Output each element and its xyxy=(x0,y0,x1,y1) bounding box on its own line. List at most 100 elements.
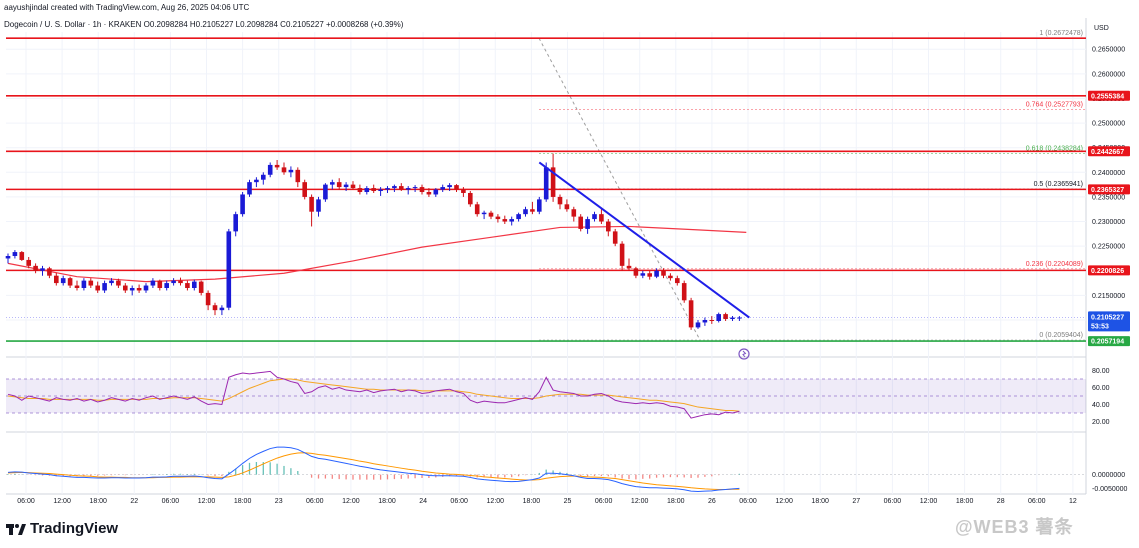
price-tick-label: 0.2500000 xyxy=(1092,121,1125,128)
candle-body xyxy=(385,188,390,190)
candle-body xyxy=(509,219,514,222)
candle-body xyxy=(481,212,487,215)
price-tick-label: 0.2650000 xyxy=(1092,47,1125,54)
time-tick-label: 18:00 xyxy=(89,498,107,505)
macd-tick-label: -0.0050000 xyxy=(1092,486,1128,493)
time-tick-label: 26 xyxy=(708,498,716,505)
level-price-badge xyxy=(1088,265,1130,276)
candle-body xyxy=(571,209,577,217)
time-tick-label: 18:00 xyxy=(234,498,252,505)
tradingview-logo-icon xyxy=(6,522,26,536)
candle-body xyxy=(654,270,659,277)
candle-body xyxy=(95,285,100,291)
macd-signal-line xyxy=(7,452,740,490)
time-tick-label: 06:00 xyxy=(162,498,180,505)
time-tick-label: 12:00 xyxy=(775,498,793,505)
candle-body xyxy=(60,278,66,284)
fib-level-label: 0.618 (0.2438284) xyxy=(1026,145,1083,152)
candle-body xyxy=(47,268,52,276)
candle-body xyxy=(5,256,11,259)
candle-body xyxy=(12,252,18,256)
watermark: @WEB3 薯条 xyxy=(955,517,1074,537)
price-tick-label: 0.2150000 xyxy=(1092,293,1125,300)
price-tick-label: 0.2600000 xyxy=(1092,71,1125,78)
candle-body xyxy=(136,288,142,291)
last-price-badge xyxy=(1088,311,1130,332)
macd-tick-label: 0.0000000 xyxy=(1092,472,1125,479)
time-tick-label: 18:00 xyxy=(667,498,685,505)
candle-body xyxy=(419,187,425,192)
candle-body xyxy=(233,214,238,232)
level-price-badge-text: 0.2057194 xyxy=(1091,339,1124,346)
last-price-text: 0.2105227 xyxy=(1091,314,1124,321)
candle-body xyxy=(219,307,225,311)
candle-body xyxy=(164,283,169,288)
candle-body xyxy=(440,187,445,190)
candle-body xyxy=(67,278,73,286)
candle-body xyxy=(675,278,680,284)
time-tick-label: 12 xyxy=(1069,498,1077,505)
candle-body xyxy=(633,268,639,276)
candle-body xyxy=(502,219,508,222)
candles xyxy=(5,153,742,330)
candle-body xyxy=(619,243,625,266)
candle-body xyxy=(578,216,583,229)
trendline xyxy=(538,161,750,319)
candle-body xyxy=(198,281,204,293)
candle-body xyxy=(702,320,708,323)
rsi-tick-label: 60.00 xyxy=(1092,385,1110,392)
candle-body xyxy=(723,314,728,320)
candle-body xyxy=(392,186,397,189)
time-tick-label: 06:00 xyxy=(306,498,324,505)
candle-body xyxy=(426,192,432,195)
fib-level-label: 1 (0.2672478) xyxy=(1039,30,1083,37)
candle-body xyxy=(716,314,721,321)
candle-body xyxy=(530,209,535,212)
candle-body xyxy=(592,214,597,220)
tradingview-logo[interactable]: TradingView xyxy=(6,520,118,537)
rsi-tick-label: 40.00 xyxy=(1092,402,1110,409)
candle-body xyxy=(661,270,666,276)
candle-body xyxy=(405,188,411,190)
time-tick-label: 24 xyxy=(419,498,427,505)
time-tick-label: 06:00 xyxy=(595,498,613,505)
candle-body xyxy=(205,292,211,306)
candle-body xyxy=(336,182,342,188)
countdown-text: 53:53 xyxy=(1091,323,1109,330)
candle-body xyxy=(488,212,494,217)
candle-body xyxy=(26,259,31,266)
candle-body xyxy=(330,182,335,185)
time-tick-label: 12:00 xyxy=(53,498,71,505)
time-axis: 06:00 12:00 18:00 22 06:00 12:00 18:00 23 06:00 1… xyxy=(17,498,1077,505)
candle-body xyxy=(399,186,404,190)
time-tick-label: 27 xyxy=(852,498,860,505)
alert-icon[interactable] xyxy=(738,348,750,360)
time-tick-label: 12:00 xyxy=(631,498,649,505)
time-tick-label: 12:00 xyxy=(198,498,216,505)
candle-body xyxy=(116,280,121,286)
level-price-badge xyxy=(1088,146,1130,157)
candle-body xyxy=(302,182,307,197)
fib-level-label: 0 (0.2059404) xyxy=(1039,332,1083,339)
currency-label: USD xyxy=(1094,25,1109,32)
candle-body xyxy=(192,281,197,288)
candle-body xyxy=(143,285,149,291)
candle-body xyxy=(709,320,715,321)
candle-body xyxy=(40,268,45,271)
candle-body xyxy=(309,196,314,212)
candle-body xyxy=(550,167,556,197)
candle-body xyxy=(447,185,452,188)
moving-average xyxy=(7,225,747,283)
candle-body xyxy=(185,283,190,288)
price-tick-label: 0.2250000 xyxy=(1092,244,1125,251)
candle-body xyxy=(288,169,294,173)
candle-body xyxy=(640,273,646,276)
time-tick-label: 23 xyxy=(275,498,283,505)
time-tick-label: 06:00 xyxy=(884,498,902,505)
rsi-tick-label: 80.00 xyxy=(1092,368,1110,375)
time-tick-label: 18:00 xyxy=(378,498,396,505)
macd-panel xyxy=(6,446,1086,492)
macd-line xyxy=(7,446,740,492)
rsi-line xyxy=(7,370,740,419)
